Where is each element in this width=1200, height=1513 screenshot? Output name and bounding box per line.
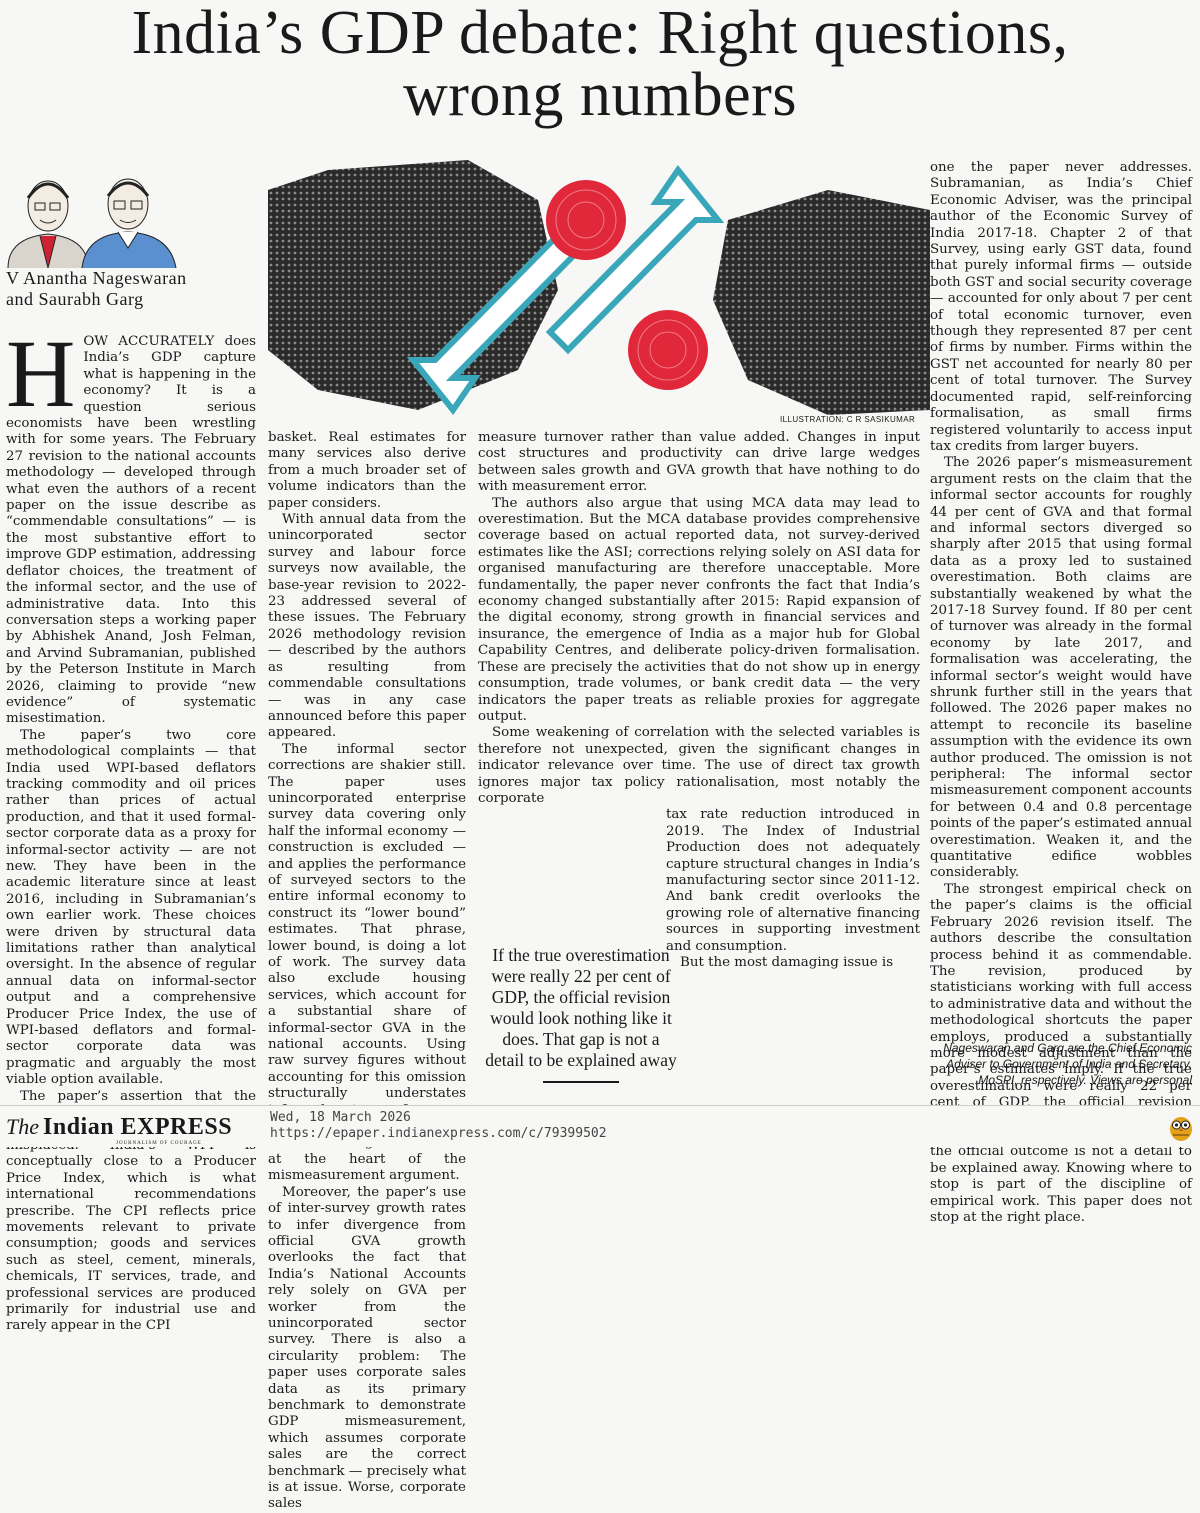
article-column-1: H OW ACCURATELY does India’s GDP capture … bbox=[6, 320, 256, 1335]
headline-line1: India’s GDP debate: Right questions, bbox=[131, 0, 1069, 67]
paragraph: The authors also argue that using MCA da… bbox=[478, 495, 920, 724]
paragraph: The 2026 paper’s mismeasurement argument… bbox=[930, 455, 1192, 881]
top-red-disc bbox=[546, 180, 626, 260]
article-column-3: measure turnover rather than value added… bbox=[478, 430, 920, 971]
paragraph: With annual data from the unincorporated… bbox=[268, 512, 466, 741]
paragraph: The paper’s two core methodological comp… bbox=[6, 727, 256, 1088]
drop-cap: H bbox=[6, 320, 76, 427]
paragraph: But the most damaging issue is bbox=[680, 955, 894, 970]
portrait-nageswaran bbox=[7, 180, 89, 268]
article-column-2: basket. Real estimates for many services… bbox=[268, 430, 466, 1513]
logo-the: The bbox=[6, 1114, 39, 1139]
logo-tagline: JOURNALISM OF COURAGE bbox=[116, 1141, 202, 1146]
headline: India’s GDP debate: Right questions, wro… bbox=[0, 2, 1200, 126]
right-octagon-shape bbox=[713, 190, 930, 415]
logo-name: Indian EXPRESS bbox=[43, 1114, 233, 1140]
paragraph: basket. Real estimates for many services… bbox=[268, 430, 466, 511]
author-portraits bbox=[7, 178, 177, 268]
edition-stamp: Wed, 18 March 2026 https://epaper.indian… bbox=[270, 1110, 607, 1142]
byline: V Anantha Nageswaran and Saurabh Garg bbox=[6, 268, 266, 310]
edition-date: Wed, 18 March 2026 bbox=[270, 1110, 411, 1125]
illustration bbox=[268, 160, 930, 416]
author-bio: Nageswaran and Garg are the Chief Econom… bbox=[943, 1041, 1192, 1087]
paragraph: Some weakening of correlation with the s… bbox=[478, 725, 920, 806]
byline-authors-1: V Anantha Nageswaran bbox=[6, 268, 187, 288]
paragraph: measure turnover rather than value added… bbox=[478, 430, 920, 495]
headline-line2: wrong numbers bbox=[403, 61, 797, 129]
paragraph: one the paper never addresses. Subramani… bbox=[930, 160, 1192, 454]
paragraph-1: H OW ACCURATELY does India’s GDP capture … bbox=[6, 320, 256, 727]
byline-authors-2: and Saurabh Garg bbox=[6, 289, 144, 309]
up-arrow-shape bbox=[545, 164, 725, 355]
bottom-red-disc bbox=[628, 310, 708, 390]
illustration-credit: ILLUSTRATION: C R SASIKUMAR bbox=[780, 415, 916, 424]
edition-url[interactable]: https://epaper.indianexpress.com/c/79399… bbox=[270, 1126, 607, 1141]
paragraph: tax rate reduction introduced in 2019. T… bbox=[666, 807, 920, 954]
owl-icon[interactable] bbox=[1168, 1112, 1194, 1142]
paragraph: Moreover, the paper’s use of inter-surve… bbox=[268, 1184, 466, 1512]
pull-quote: If the true overestimation were really 2… bbox=[483, 945, 679, 1083]
indian-express-logo[interactable]: The Indian EXPRESS JOURNALISM OF COURAGE bbox=[6, 1114, 233, 1146]
footer-bar: The Indian EXPRESS JOURNALISM OF COURAGE… bbox=[0, 1105, 1200, 1147]
portrait-garg bbox=[81, 178, 177, 268]
